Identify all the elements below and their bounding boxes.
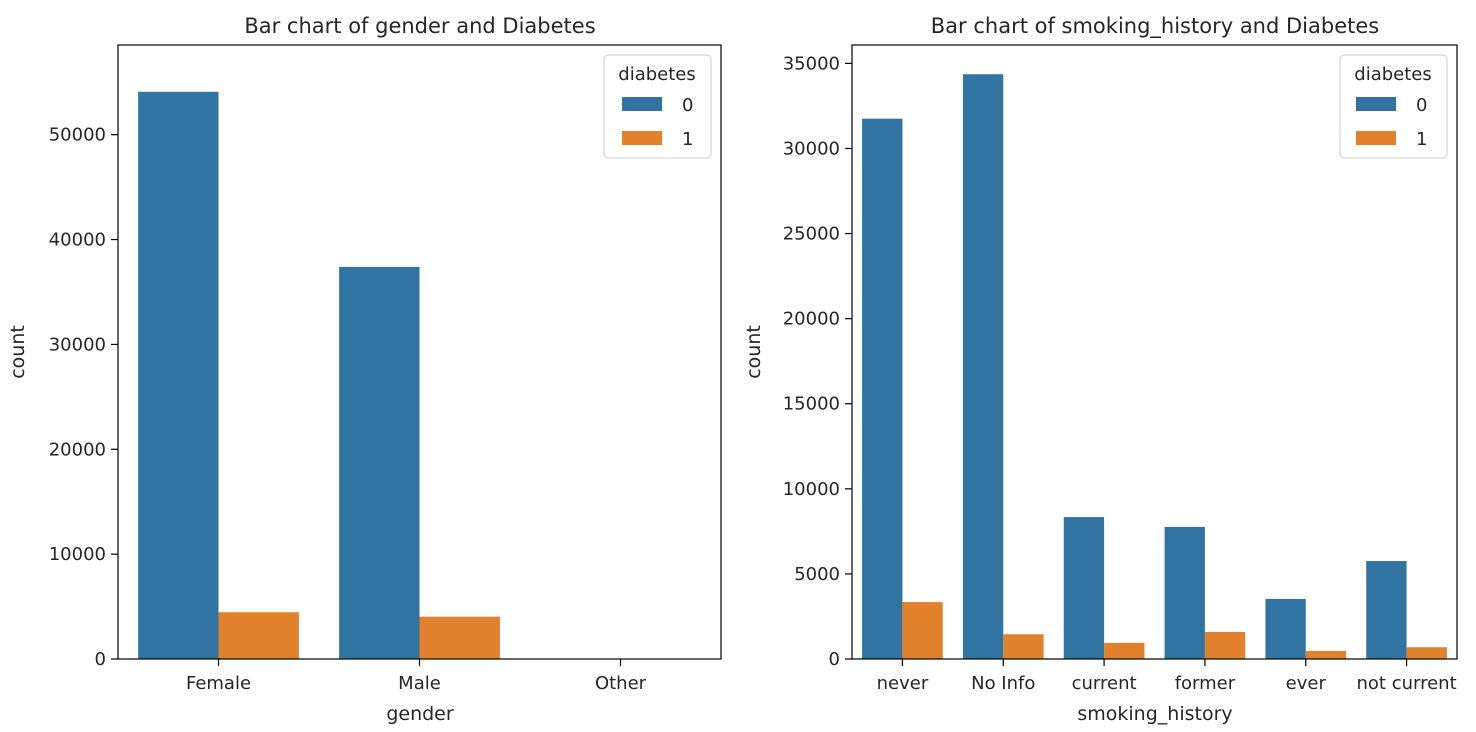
legend-title: diabetes <box>1354 64 1431 85</box>
bar-former-diabetes-1 <box>1204 631 1246 659</box>
y-tick-label: 20000 <box>49 439 106 460</box>
legend-swatch-1 <box>1356 131 1396 145</box>
bar-current-diabetes-0 <box>1063 517 1105 659</box>
x-axis-label: gender <box>386 703 454 725</box>
legend-label-1: 1 <box>682 129 693 150</box>
x-axis-label: smoking_history <box>1077 703 1232 725</box>
y-axis-label: count <box>743 325 765 379</box>
y-tick-label: 10000 <box>49 544 106 565</box>
legend-title: diabetes <box>618 64 695 85</box>
bar-not-current-diabetes-1 <box>1406 647 1447 659</box>
bar-not-current-diabetes-0 <box>1366 561 1407 659</box>
bar-no-info-diabetes-1 <box>1003 634 1044 659</box>
y-tick-label: 0 <box>829 649 840 670</box>
y-tick-label: 30000 <box>49 334 106 355</box>
x-tick-label: former <box>1175 673 1236 694</box>
chart-smoking-history-diabetes: Bar chart of smoking_history and Diabete… <box>743 14 1458 725</box>
bar-male-diabetes-0 <box>339 266 420 659</box>
x-tick-label: ever <box>1286 673 1327 694</box>
bars <box>138 91 621 660</box>
y-tick-label: 50000 <box>49 125 106 146</box>
x-axis: never No Info current former ever not current <box>877 659 1457 694</box>
y-tick-label: 0 <box>95 649 106 670</box>
y-tick-label: 30000 <box>783 138 840 159</box>
legend-label-0: 0 <box>1416 95 1427 116</box>
bar-male-diabetes-1 <box>419 616 500 659</box>
chart-title: Bar chart of smoking_history and Diabete… <box>931 14 1379 39</box>
bar-ever-diabetes-0 <box>1265 598 1306 659</box>
x-tick-label: Female <box>186 673 251 694</box>
plot-frame <box>117 44 722 660</box>
y-tick-label: 35000 <box>783 53 840 74</box>
bar-current-diabetes-1 <box>1104 642 1145 659</box>
x-tick-label: Male <box>398 673 441 694</box>
bar-never-diabetes-1 <box>902 602 943 659</box>
x-tick-label: never <box>877 673 929 694</box>
legend-swatch-0 <box>1356 97 1396 111</box>
y-tick-label: 15000 <box>783 394 840 415</box>
legend-label-0: 0 <box>682 95 693 116</box>
legend-label-1: 1 <box>1416 129 1427 150</box>
legend: diabetes 0 1 <box>603 54 712 159</box>
bar-female-diabetes-1 <box>218 612 299 659</box>
legend-swatch-0 <box>622 97 662 111</box>
y-axis-label: count <box>7 325 29 379</box>
bar-former-diabetes-0 <box>1164 526 1205 659</box>
y-tick-label: 40000 <box>49 230 106 251</box>
bar-ever-diabetes-1 <box>1305 650 1347 659</box>
chart-gender-diabetes: Bar chart of gender and Diabetes 0 10000 2… <box>7 14 722 725</box>
x-tick-label: No Info <box>971 673 1035 694</box>
x-tick-label: current <box>1072 673 1137 694</box>
y-axis: 0 5000 10000 15000 20000 25000 30000 35000 <box>783 53 852 670</box>
bar-never-diabetes-0 <box>862 118 903 659</box>
bar-female-diabetes-0 <box>138 91 219 660</box>
bar-no-info-diabetes-0 <box>962 74 1004 660</box>
y-tick-label: 25000 <box>783 224 840 245</box>
y-tick-label: 20000 <box>783 309 840 330</box>
y-tick-label: 5000 <box>794 564 840 585</box>
plot-frame <box>851 44 1458 660</box>
legend: diabetes 0 1 <box>1339 54 1448 159</box>
y-tick-label: 10000 <box>783 479 840 500</box>
x-axis: Female Male Other <box>186 659 647 694</box>
legend-swatch-1 <box>622 131 662 145</box>
y-axis: 0 10000 20000 30000 40000 50000 <box>49 125 118 670</box>
x-tick-label: Other <box>595 673 647 694</box>
x-tick-label: not current <box>1357 673 1457 694</box>
bars <box>862 74 1447 660</box>
chart-title: Bar chart of gender and Diabetes <box>244 14 595 38</box>
